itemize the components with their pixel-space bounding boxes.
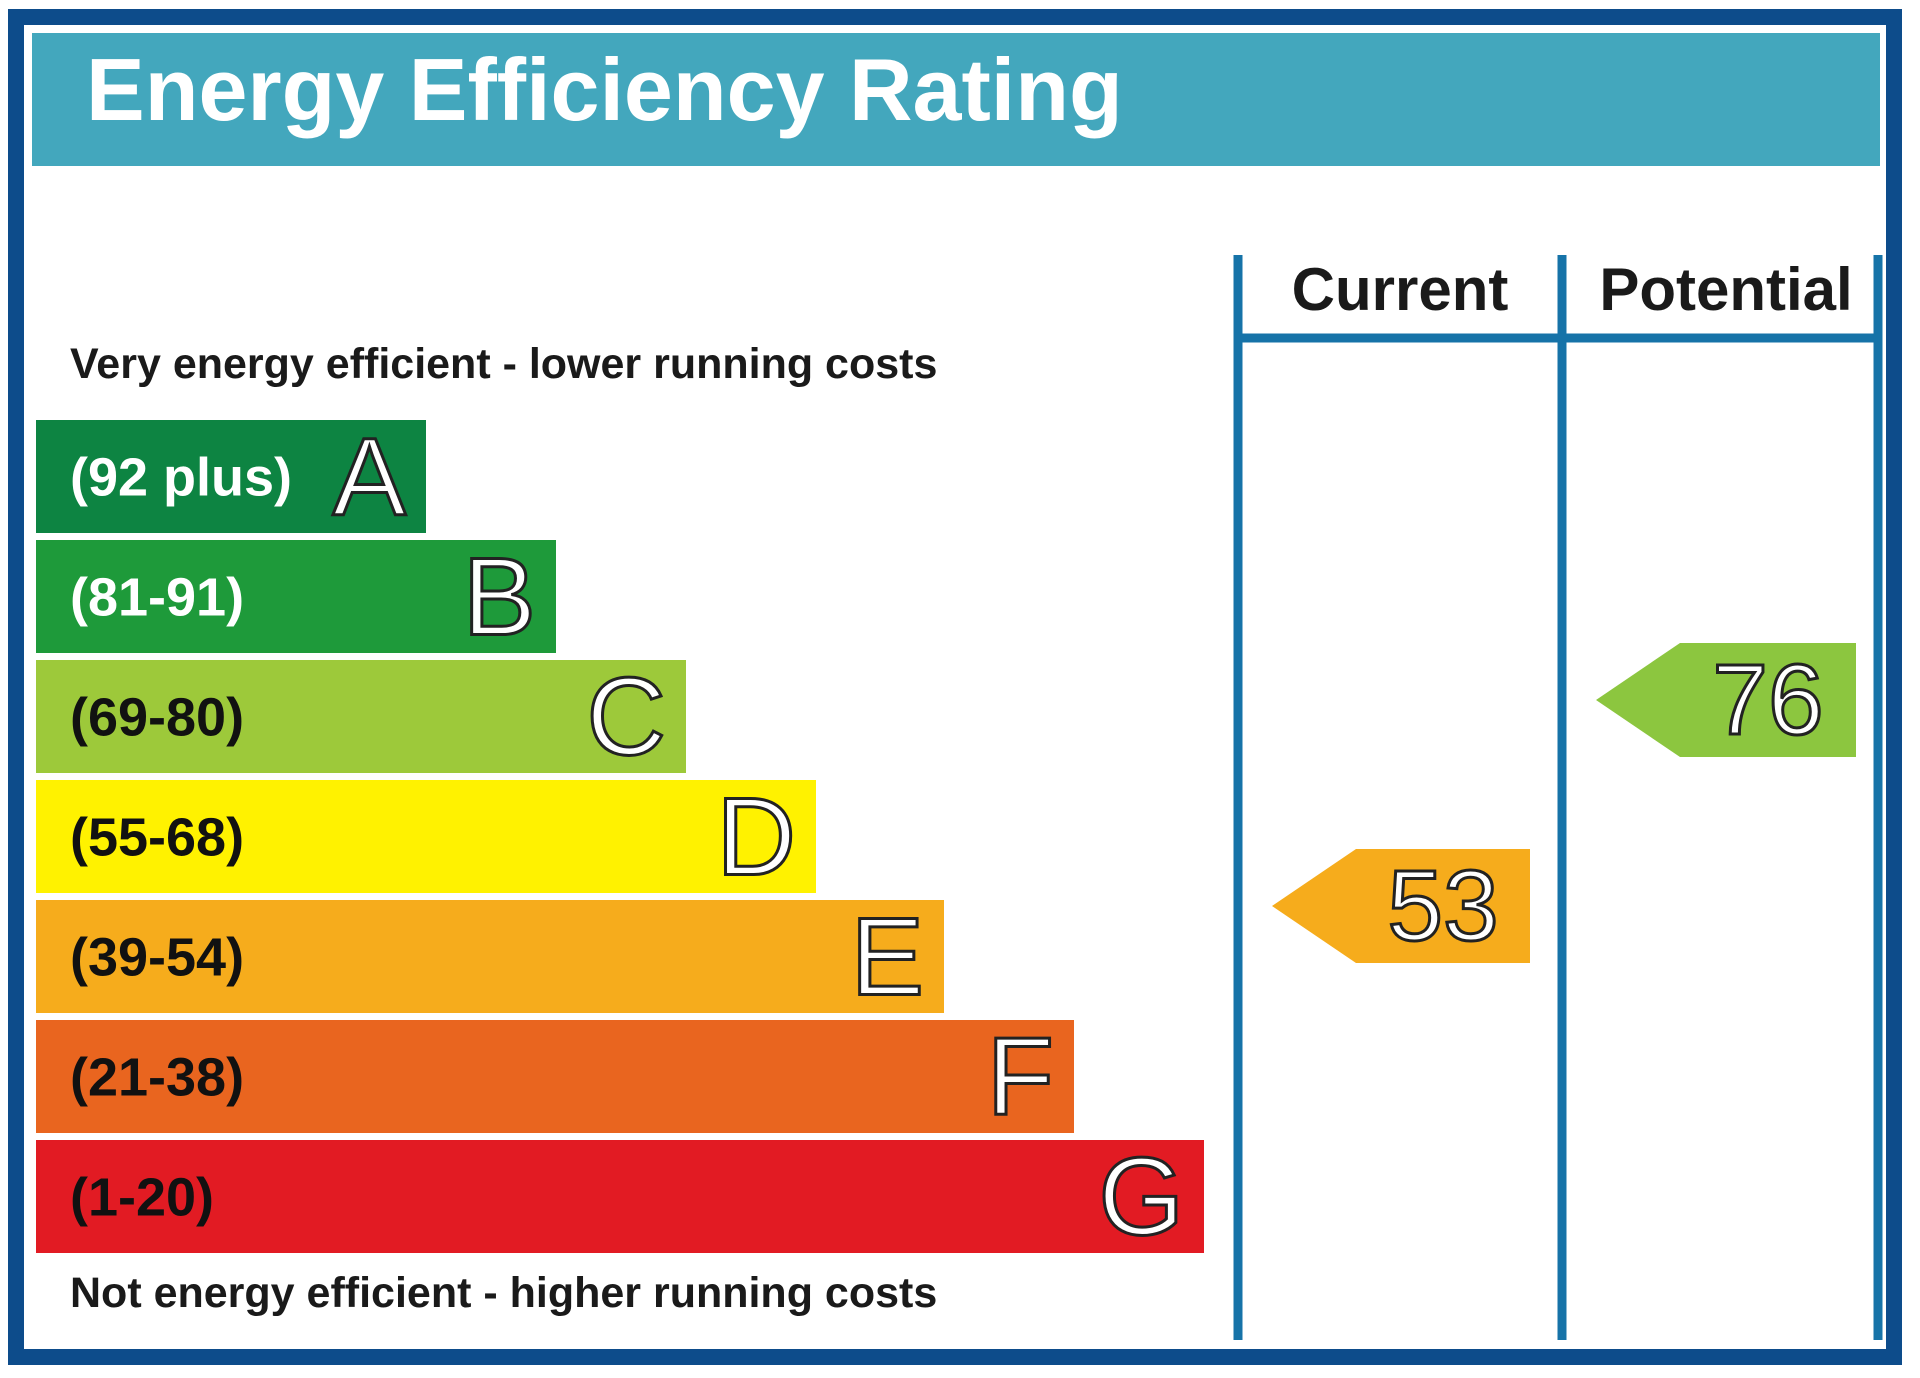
potential-column-header: Potential — [1599, 256, 1852, 323]
band-letter-g: G — [1098, 1136, 1184, 1259]
band-c — [36, 660, 686, 773]
band-e — [36, 900, 944, 1013]
band-range-c: (69-80) — [70, 688, 244, 748]
band-f — [36, 1020, 1074, 1133]
band-d — [36, 780, 816, 893]
bottom-note: Not energy efficient - higher running co… — [70, 1269, 937, 1317]
band-letter-b: B — [463, 536, 536, 659]
band-letter-f: F — [987, 1016, 1054, 1139]
band-a — [36, 420, 426, 533]
chart-title: Energy Efficiency Rating — [86, 40, 1123, 139]
band-letter-a: A — [333, 416, 407, 539]
potential-arrow-value: 76 — [1712, 644, 1823, 756]
potential-arrow — [1596, 643, 1856, 757]
band-range-a: (92 plus) — [70, 448, 292, 508]
band-range-d: (55-68) — [70, 808, 244, 868]
band-b — [36, 540, 556, 653]
band-range-b: (81-91) — [70, 568, 244, 628]
current-arrow — [1272, 849, 1530, 963]
current-arrow-value: 53 — [1387, 850, 1498, 962]
rating-bands: (92 plus) A (81-91) B (69-80) C (55-68) D (39-54… — [36, 414, 1204, 1260]
header-bar — [32, 33, 1880, 166]
band-letter-c: C — [587, 656, 666, 779]
band-g — [36, 1140, 1204, 1253]
band-range-g: (1-20) — [70, 1168, 214, 1228]
band-letter-e: E — [851, 896, 924, 1019]
band-range-f: (21-38) — [70, 1048, 244, 1108]
top-note: Very energy efficient - lower running co… — [70, 340, 937, 388]
band-letter-d: D — [717, 776, 796, 899]
band-range-e: (39-54) — [70, 928, 244, 988]
rating-arrows: 53 76 — [1272, 643, 1856, 964]
current-column-header: Current — [1292, 256, 1509, 323]
